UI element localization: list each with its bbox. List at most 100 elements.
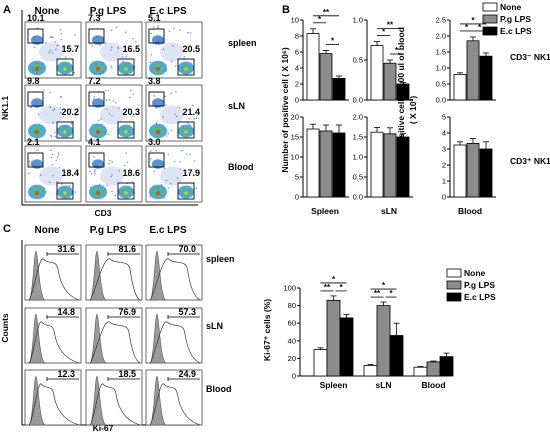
pa-value-tl: 7.2 [88,76,101,86]
pa-event-dot [112,100,115,102]
pa-event-dot [153,95,155,97]
pa-density-blob [160,105,184,125]
pc-col-none: None [35,225,60,236]
pa-event-dot [153,170,156,173]
pb-bar [370,45,384,101]
pa-density-core [124,130,128,134]
pa-event-dot [64,125,66,128]
pa-event-dot [54,41,57,43]
pa-gate-t [117,121,135,139]
pa-event-dot [90,186,92,189]
pa-event-dot [95,123,97,125]
pa-event-dot [60,38,62,41]
pa-event-dot [162,116,165,118]
pa-event-dot [169,182,172,185]
pb-bar [332,132,346,198]
pb-y-tick-label: 8 [295,32,299,41]
pb-y-tick-label: 2.0 [353,113,363,122]
pa-density-core [95,190,101,196]
pb-bar [332,78,346,101]
pa-event-dot [190,169,193,171]
pa-event-dot [70,108,73,110]
pa-value-br: 16.5 [122,44,140,54]
pb-y-tick-label: 0.0 [436,96,446,105]
pb-y-tick-label: 20 [291,113,299,122]
pa-event-dot [93,156,95,158]
pc-hist-value: 14.8 [57,307,75,317]
pa-event-dot [149,196,151,198]
pa-event-dot [164,95,167,98]
pa-event-dot [94,169,96,171]
pa-event-dot [160,194,163,197]
pa-density-blob [152,35,164,45]
pa-event-dot [188,123,191,126]
pa-event-dot [74,114,77,117]
pc-hist-value: 57.3 [178,307,196,317]
pa-event-dot [118,169,121,172]
pa-event-dot [195,187,198,190]
pc-bar [376,305,391,377]
pa-event-dot [124,31,127,34]
pa-event-dot [183,55,186,58]
pa-density-core [155,66,161,72]
pa-event-dot [125,55,127,58]
pa-value-tl: 2.1 [27,137,40,147]
pb-x-spleen: Spleen [311,206,339,216]
pa-event-dot [108,112,111,115]
pa-event-dot [135,40,137,43]
pa-event-dot [110,175,113,178]
pa-event-dot [59,107,62,109]
pa-value-br: 20.5 [182,44,200,54]
pa-event-dot [92,123,94,126]
pa-event-dot [29,164,31,166]
pa-event-dot [98,119,100,122]
pc-sig-mark: * [382,281,386,290]
pa-event-dot [107,133,110,136]
pa-event-dot [163,197,165,199]
pa-event-dot [132,93,134,95]
pa-event-dot [193,160,196,162]
pa-event-dot [152,67,155,70]
pb-bar [306,33,320,101]
pa-event-dot [101,36,104,39]
pb-y-tick-label: 1 [442,177,446,186]
pa-event-dot [64,56,67,59]
pc-bar [439,356,454,377]
pa-event-dot [110,49,112,51]
pa-gate-t [56,121,74,139]
pa-event-dot [36,72,38,75]
pa-event-dot [160,65,162,67]
pa-gate-nk [27,91,44,107]
pa-event-dot [49,49,52,52]
pb-sig-mark: * [395,46,399,55]
pa-event-dot [187,31,189,34]
pa-event-dot [174,113,177,116]
pc-legend: None P.g LPS E.c LPS [446,268,496,302]
pa-density-core [34,66,40,72]
pa-event-dot [58,128,61,130]
pa-event-dot [37,113,40,116]
pa-value-br: 18.4 [61,168,79,178]
pc-stain-curve [149,321,201,364]
pa-gate-t [117,182,135,200]
pa-event-dot [29,106,32,109]
pb-ylabel-right-unit: ( X 10³) [408,96,418,125]
pa-gate-nk [88,91,105,107]
pa-event-dot [49,181,51,183]
pa-event-dot [58,167,61,169]
pb-y-tick-label: 1.0 [353,153,363,162]
pc-sig-mark: ** [374,289,381,298]
pa-density-core [63,191,67,195]
pc-bar-y-tick-label: 80 [288,301,296,310]
pc-isotype-peak [149,250,167,301]
pa-event-dot [52,174,54,177]
pc-bar [326,299,341,377]
pc-histograms: 31.6 81.6 70.0 14.8 76.9 57.3 12.3 18.5 24.9 [21,240,203,426]
pa-value-tl: 3.0 [148,137,161,147]
pb-ylabel-left: Number of positive cell ( X 10⁶) [280,47,290,172]
pa-event-dot [175,115,178,117]
pa-event-dot [114,194,117,197]
pc-bar [313,349,328,377]
pa-event-dot [32,67,34,69]
pb-sig-mark: * [471,16,475,25]
